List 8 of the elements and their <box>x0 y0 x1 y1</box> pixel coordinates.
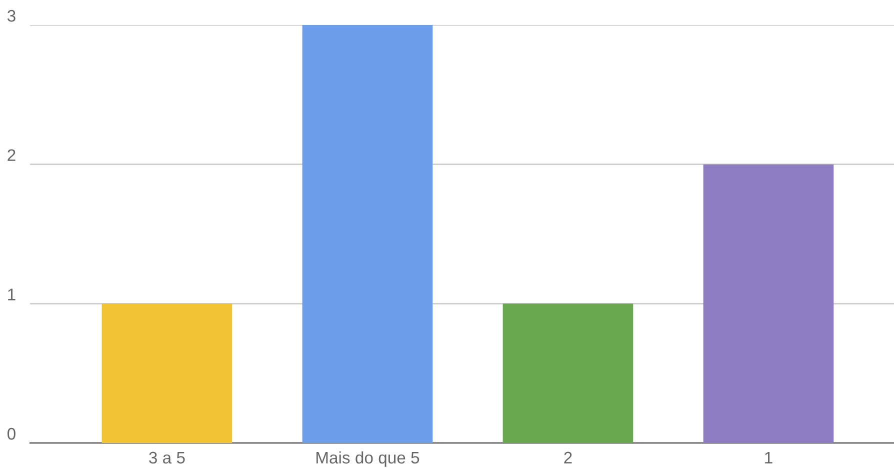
x-tick-label: 2 <box>564 452 572 464</box>
y-tick-label: 2 <box>8 149 16 161</box>
y-tick-label: 3 <box>7 10 16 22</box>
x-tick-label: 1 <box>765 452 772 464</box>
y-tick-label: 1 <box>8 288 16 300</box>
x-tick-label: Mais do que 5 <box>316 451 420 467</box>
x-tick-label: 3 a 5 <box>149 452 185 464</box>
y-tick-label: 0 <box>7 428 16 440</box>
